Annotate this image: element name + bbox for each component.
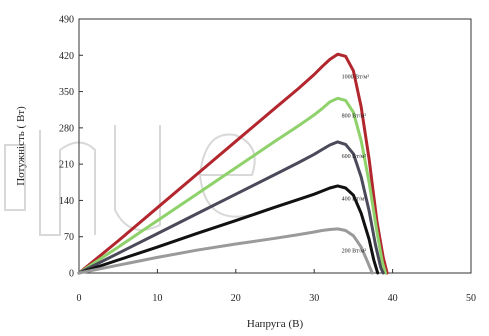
x-axis-ticks: 0 10 20 30 40 50 [77,269,476,304]
y-tick-label: 350 [59,87,74,98]
x-tick-label: 30 [309,293,319,304]
series-labels: 1000 Вт/м² 800 Вт/м² 600 Вт/м² 400 Вт/м² 200… [342,75,370,255]
y-tick-label: 210 [59,160,74,171]
y-tick-label: 420 [59,51,74,62]
series-label-3: 400 Вт/м² [342,196,367,202]
x-tick-label: 0 [77,293,82,304]
series-line-3 [77,184,380,275]
x-tick-label: 40 [388,293,398,304]
watermark-shape-1 [4,144,26,211]
y-tick-label: 140 [59,196,74,207]
series-line-0 [77,52,389,275]
y-tick-label: 280 [59,123,74,134]
series-label-1: 800 Вт/м² [342,113,367,119]
y-tick-label: 0 [69,269,74,280]
y-tick-label: 490 [59,15,74,26]
series-lines [77,52,389,275]
watermark-shape-2 [39,130,96,236]
series-label-4: 200 Вт/м² [342,248,367,254]
y-tick-label: 70 [64,232,74,243]
series-label-2: 600 Вт/м² [342,154,367,160]
x-tick-label: 20 [231,293,241,304]
series-line-4 [77,227,374,275]
series-line-1 [77,96,387,275]
x-axis-title: Напруга (В) [247,318,304,330]
x-tick-label: 10 [152,293,162,304]
plot-area-frame [78,18,472,274]
series-line-2 [77,140,385,275]
watermark-shape-3 [114,125,161,231]
x-tick-label: 50 [466,293,476,304]
y-axis-ticks: 0 70 140 210 280 350 420 490 [59,15,83,280]
series-label-0: 1000 Вт/м² [342,75,370,81]
y-axis-title: Потужність ( Вт) [15,106,27,186]
